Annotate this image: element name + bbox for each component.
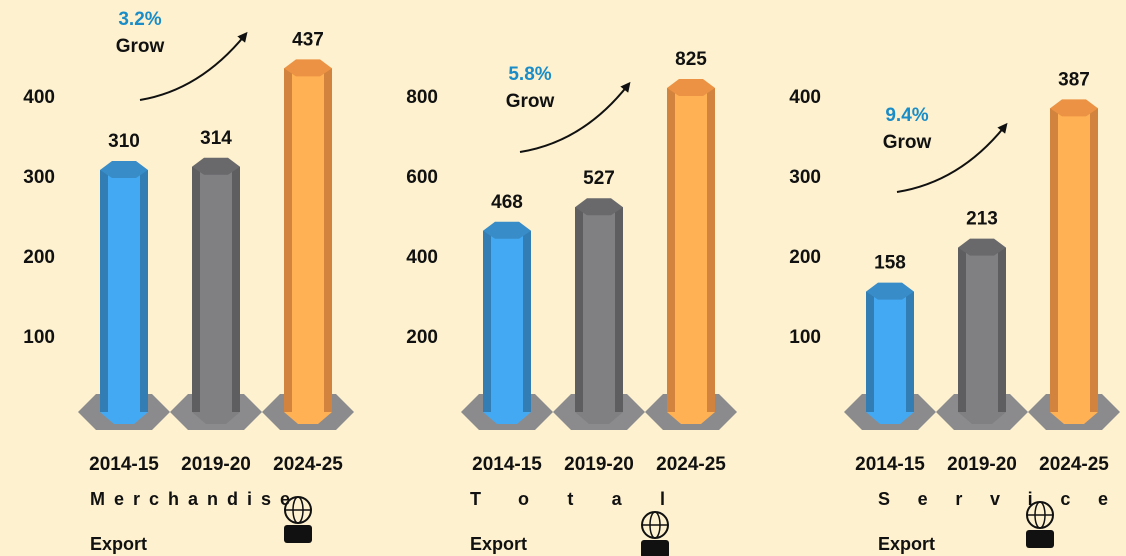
y-tick-label: 200 xyxy=(23,247,55,268)
bar-side xyxy=(667,88,675,412)
y-tick-label: 100 xyxy=(23,327,55,348)
value-label: 310 xyxy=(108,131,140,152)
bar-cap xyxy=(1050,99,1098,117)
bar-side xyxy=(1090,108,1098,413)
bar-side xyxy=(998,247,1006,412)
y-tick-label: 400 xyxy=(406,247,438,268)
bar xyxy=(1050,108,1098,425)
bar xyxy=(866,291,914,424)
growth-percent: 5.8% xyxy=(508,64,551,85)
y-tick-label: 400 xyxy=(789,87,821,108)
value-label: 825 xyxy=(675,49,707,70)
bar-side xyxy=(140,170,148,412)
value-label: 158 xyxy=(874,253,906,274)
x-tick-label: 2019-20 xyxy=(181,454,251,475)
x-tick-label: 2024-25 xyxy=(1039,454,1109,475)
bar-cap xyxy=(866,282,914,300)
y-tick-label: 100 xyxy=(789,327,821,348)
panel-subtitle: Export xyxy=(90,534,147,554)
y-tick-label: 200 xyxy=(406,327,438,348)
x-tick-label: 2014-15 xyxy=(472,454,542,475)
x-tick-label: 2024-25 xyxy=(656,454,726,475)
value-label: 314 xyxy=(200,128,232,149)
x-tick-label: 2019-20 xyxy=(947,454,1017,475)
panel-title: Service xyxy=(878,489,1108,509)
icon-box xyxy=(1026,530,1054,548)
value-label: 527 xyxy=(583,168,615,189)
x-tick-label: 2014-15 xyxy=(855,454,925,475)
icon-box xyxy=(641,540,669,556)
bar-side xyxy=(483,230,491,412)
y-tick-label: 600 xyxy=(406,167,438,188)
bar-side xyxy=(232,166,240,412)
x-tick-label: 2024-25 xyxy=(273,454,343,475)
bar-side xyxy=(523,230,531,412)
growth-label: Grow xyxy=(116,36,165,57)
growth-percent: 9.4% xyxy=(885,105,928,126)
bar xyxy=(483,230,531,424)
value-label: 387 xyxy=(1058,69,1090,90)
bar xyxy=(192,166,240,425)
bar-side xyxy=(324,68,332,413)
growth-arrow xyxy=(519,81,631,153)
bar-cap xyxy=(575,198,623,216)
growth-arrow xyxy=(139,31,248,101)
growth-label: Grow xyxy=(506,91,555,112)
y-tick-label: 400 xyxy=(23,87,55,108)
value-label: 437 xyxy=(292,29,324,50)
y-tick-label: 300 xyxy=(23,167,55,188)
y-tick-label: 800 xyxy=(406,87,438,108)
bar-side xyxy=(100,170,108,412)
bar-cap xyxy=(483,221,531,239)
icon-box xyxy=(284,525,312,543)
x-tick-label: 2014-15 xyxy=(89,454,159,475)
panel-subtitle: Export xyxy=(470,534,527,554)
panel-title: Merchandise xyxy=(90,489,290,509)
bar-side xyxy=(192,166,200,412)
y-tick-label: 200 xyxy=(789,247,821,268)
bar xyxy=(284,68,332,425)
bar-side xyxy=(906,291,914,412)
y-tick-label: 300 xyxy=(789,167,821,188)
growth-label: Grow xyxy=(883,132,932,153)
bar-side xyxy=(284,68,292,413)
bar xyxy=(100,170,148,424)
value-label: 213 xyxy=(966,209,998,230)
bar xyxy=(575,207,623,424)
bar-side xyxy=(866,291,874,412)
growth-percent: 3.2% xyxy=(118,9,161,30)
bar xyxy=(958,247,1006,424)
bar-side xyxy=(1050,108,1058,413)
bar-side xyxy=(575,207,583,412)
x-tick-label: 2019-20 xyxy=(564,454,634,475)
bar-cap xyxy=(667,79,715,96)
bar-cap xyxy=(192,157,240,175)
bar-cap xyxy=(958,238,1006,256)
growth-arrow xyxy=(896,122,1008,193)
bar-cap xyxy=(100,161,148,178)
bar-cap xyxy=(284,59,332,77)
bar xyxy=(667,88,715,424)
panel-title: Total xyxy=(470,489,665,509)
value-label: 468 xyxy=(491,192,523,213)
bar-side xyxy=(615,207,623,412)
bar-side xyxy=(707,88,715,412)
bar-side xyxy=(958,247,966,412)
panel-subtitle: Export xyxy=(878,534,935,554)
